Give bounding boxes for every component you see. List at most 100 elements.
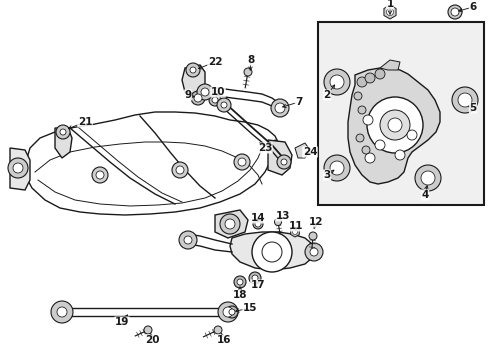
Circle shape — [374, 140, 384, 150]
Text: 2: 2 — [323, 90, 330, 100]
Circle shape — [172, 162, 187, 178]
Circle shape — [366, 97, 422, 153]
Text: 13: 13 — [275, 211, 290, 221]
Text: 19: 19 — [115, 317, 129, 327]
Circle shape — [179, 231, 197, 249]
Circle shape — [362, 115, 372, 125]
Circle shape — [214, 326, 222, 334]
Text: 14: 14 — [250, 213, 265, 223]
Circle shape — [262, 242, 282, 262]
Circle shape — [324, 155, 349, 181]
Text: 5: 5 — [468, 103, 476, 113]
Text: 16: 16 — [216, 335, 231, 345]
Text: 21: 21 — [78, 117, 92, 127]
Circle shape — [379, 110, 409, 140]
Circle shape — [406, 130, 416, 140]
Circle shape — [185, 63, 200, 77]
Circle shape — [414, 165, 440, 191]
Circle shape — [329, 75, 343, 89]
Text: 9: 9 — [184, 90, 191, 100]
Circle shape — [457, 93, 471, 107]
Text: 15: 15 — [242, 303, 257, 313]
Polygon shape — [55, 128, 72, 158]
Circle shape — [96, 171, 104, 179]
Bar — [317, 22, 483, 205]
Text: 10: 10 — [210, 87, 225, 97]
Circle shape — [254, 221, 261, 227]
Circle shape — [364, 73, 374, 83]
Circle shape — [92, 167, 108, 183]
Circle shape — [274, 219, 281, 225]
Circle shape — [305, 243, 323, 261]
Text: 3: 3 — [323, 170, 330, 180]
Text: 17: 17 — [250, 280, 265, 290]
Circle shape — [324, 69, 349, 95]
Polygon shape — [383, 5, 395, 19]
Circle shape — [237, 279, 243, 285]
Text: 6: 6 — [468, 2, 476, 12]
Polygon shape — [229, 232, 313, 270]
Circle shape — [386, 9, 393, 15]
Circle shape — [238, 158, 245, 166]
Text: 22: 22 — [207, 57, 222, 67]
Circle shape — [308, 232, 316, 240]
Circle shape — [212, 97, 218, 103]
Polygon shape — [347, 68, 439, 184]
Circle shape — [57, 307, 67, 317]
Circle shape — [208, 94, 221, 106]
Circle shape — [220, 214, 240, 234]
Circle shape — [225, 306, 238, 318]
Circle shape — [8, 158, 28, 178]
Circle shape — [183, 236, 192, 244]
Polygon shape — [379, 60, 399, 70]
Circle shape — [251, 232, 291, 272]
Circle shape — [191, 91, 204, 105]
Polygon shape — [182, 65, 204, 95]
Circle shape — [281, 159, 286, 165]
Circle shape — [420, 171, 434, 185]
Circle shape — [251, 275, 258, 281]
Polygon shape — [267, 140, 291, 175]
Circle shape — [357, 106, 365, 114]
Text: 4: 4 — [421, 190, 428, 200]
Circle shape — [194, 94, 202, 102]
Circle shape — [309, 248, 317, 256]
Circle shape — [270, 99, 288, 117]
Circle shape — [451, 87, 477, 113]
Circle shape — [364, 153, 374, 163]
Circle shape — [224, 219, 235, 229]
Text: 23: 23 — [257, 143, 272, 153]
Circle shape — [387, 118, 401, 132]
Text: 11: 11 — [288, 221, 303, 231]
Circle shape — [60, 129, 66, 135]
Circle shape — [353, 92, 361, 100]
Circle shape — [450, 8, 458, 16]
Circle shape — [143, 326, 152, 334]
Circle shape — [176, 166, 183, 174]
Circle shape — [13, 163, 23, 173]
Circle shape — [356, 77, 366, 87]
Circle shape — [56, 125, 70, 139]
Text: 7: 7 — [295, 97, 302, 107]
Circle shape — [274, 103, 285, 113]
Circle shape — [228, 309, 235, 315]
Polygon shape — [294, 143, 309, 158]
Polygon shape — [10, 148, 30, 190]
Circle shape — [292, 230, 297, 234]
Circle shape — [51, 301, 73, 323]
Circle shape — [201, 88, 208, 96]
Circle shape — [447, 5, 461, 19]
Polygon shape — [215, 210, 247, 238]
Circle shape — [221, 102, 226, 108]
Circle shape — [361, 146, 369, 154]
Polygon shape — [290, 227, 299, 237]
Text: 20: 20 — [144, 335, 159, 345]
Circle shape — [234, 276, 245, 288]
Circle shape — [218, 302, 238, 322]
Circle shape — [244, 68, 251, 76]
Text: 12: 12 — [308, 217, 323, 227]
Circle shape — [252, 219, 263, 229]
Circle shape — [248, 272, 261, 284]
Circle shape — [217, 98, 230, 112]
Text: 1: 1 — [386, 0, 393, 9]
